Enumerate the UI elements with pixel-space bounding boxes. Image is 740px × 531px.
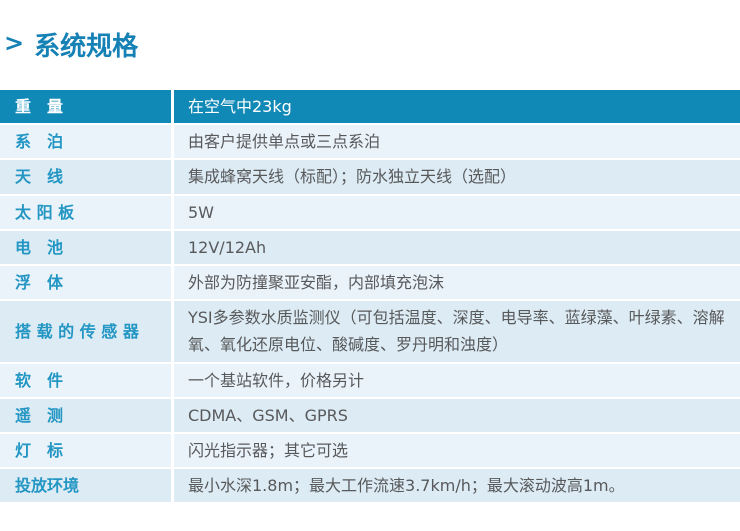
row-value: 5W — [174, 195, 740, 229]
row-value: 闪光指示器；其它可选 — [174, 433, 740, 468]
row-label: 系 泊 — [0, 125, 171, 159]
spec-table-body: 系 泊由客户提供单点或三点系泊天 线集成蜂窝天线（标配）；防水独立天线（选配）太… — [0, 125, 740, 503]
row-label: 遥 测 — [0, 398, 171, 432]
table-row: 系 泊由客户提供单点或三点系泊 — [0, 125, 740, 159]
row-value: 外部为防撞聚亚安酯，内部填充泡沫 — [174, 265, 740, 300]
table-row: 天 线集成蜂窝天线（标配）；防水独立天线（选配） — [0, 160, 740, 194]
row-value: 由客户提供单点或三点系泊 — [174, 125, 740, 159]
row-value: CDMA、GSM、GPRS — [174, 398, 740, 432]
row-label: 电 池 — [0, 230, 171, 264]
row-value: YSI多参数水质监测仪（可包括温度、深度、电导率、蓝绿藻、叶绿素、溶解氧、氧化还… — [174, 301, 740, 362]
row-label: 浮 体 — [0, 265, 171, 300]
row-label: 重 量 — [0, 90, 171, 124]
page-title-text: 系统规格 — [34, 31, 139, 62]
table-row: 电 池 12V/12Ah — [0, 230, 740, 264]
row-value: 12V/12Ah — [174, 230, 740, 264]
row-value: 集成蜂窝天线（标配）；防水独立天线（选配） — [174, 160, 740, 194]
table-row: 浮 体外部为防撞聚亚安酯，内部填充泡沫 — [0, 265, 740, 300]
table-row: 投放环境 最小水深1.8m；最大工作流速3.7km/h；最大滚动波高1m。 — [0, 469, 740, 503]
table-row: 遥 测 CDMA、GSM、GPRS — [0, 398, 740, 432]
table-row: 太 阳 板 5W — [0, 195, 740, 229]
row-value: 在空气中23kg — [174, 90, 740, 124]
title-arrow-icon: > — [4, 29, 25, 57]
row-value: 一个基站软件，价格另计 — [174, 363, 740, 397]
row-label: 搭 载 的 传 感 器 — [0, 301, 171, 362]
row-value: 最小水深1.8m；最大工作流速3.7km/h；最大滚动波高1m。 — [174, 469, 740, 503]
spec-table: 重 量 在空气中23kg 系 泊由客户提供单点或三点系泊天 线集成蜂窝天线（标配… — [0, 90, 740, 503]
table-row: 灯 标闪光指示器；其它可选 — [0, 433, 740, 468]
row-label: 灯 标 — [0, 433, 171, 468]
page-title: > 系统规格 — [0, 0, 740, 64]
table-row: 搭 载 的 传 感 器 YSI多参数水质监测仪（可包括温度、深度、电导率、蓝绿藻、… — [0, 301, 740, 362]
table-row: 软 件一个基站软件，价格另计 — [0, 363, 740, 397]
row-label: 软 件 — [0, 363, 171, 397]
row-label: 太 阳 板 — [0, 195, 171, 229]
row-label: 天 线 — [0, 160, 171, 194]
table-header-row: 重 量 在空气中23kg — [0, 90, 740, 124]
row-label: 投放环境 — [0, 469, 171, 503]
